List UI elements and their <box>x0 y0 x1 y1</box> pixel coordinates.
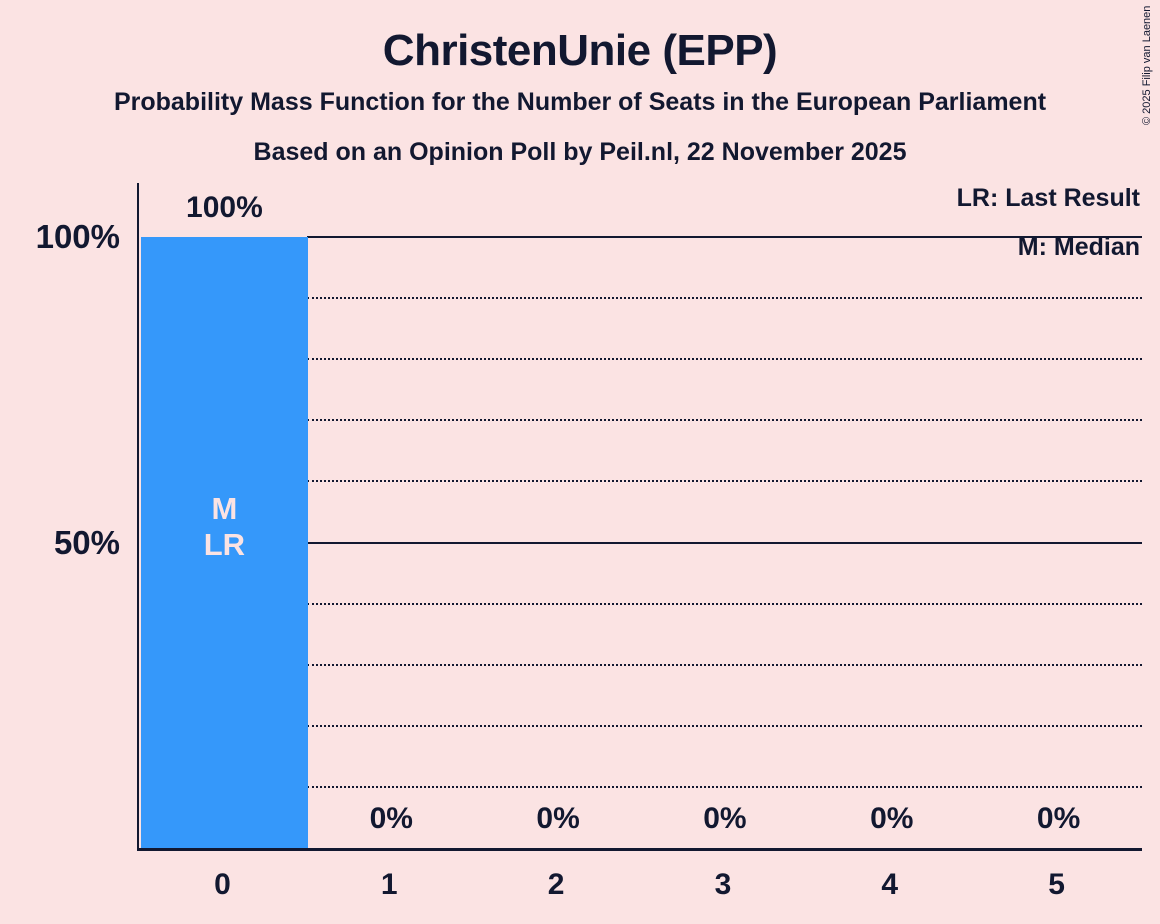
gridline-30pct <box>307 663 1142 666</box>
gridline-20pct <box>307 724 1142 727</box>
chart-legend: LR: Last Result M: Median <box>957 185 1140 261</box>
bar-annotation-line: M <box>211 491 238 527</box>
bar-median-last-result-label: M LR <box>141 491 308 563</box>
chart-subtitle: Probability Mass Function for the Number… <box>113 88 1047 116</box>
value-label-seats-0: 100% <box>186 191 263 224</box>
bar-annotation-line: LR <box>203 527 246 563</box>
value-label-seats-5: 0% <box>1036 802 1081 835</box>
gridline-40pct <box>307 602 1142 605</box>
page-title: ChristenUnie (EPP) <box>382 26 778 75</box>
chart-source-line: Based on an Opinion Poll by Peil.nl, 22 … <box>253 138 907 166</box>
x-tick-seats-3: 3 <box>714 868 732 901</box>
bar-seats-0: M LR <box>141 237 308 848</box>
gridline-80pct <box>307 358 1142 361</box>
value-label-seats-2: 0% <box>536 802 580 835</box>
gridline-90pct <box>307 297 1142 300</box>
y-tick-100pct: 100% <box>35 218 120 255</box>
x-tick-seats-5: 5 <box>1048 868 1065 901</box>
x-tick-seats-4: 4 <box>881 868 899 901</box>
gridline-10pct <box>307 785 1142 788</box>
gridline-50pct <box>307 541 1142 544</box>
x-tick-seats-1: 1 <box>380 868 398 901</box>
plot-area: M LR 100% 0% 0% 0% 0% 0% <box>137 183 1142 851</box>
gridline-60pct <box>307 480 1142 483</box>
legend-last-result: LR: Last Result <box>956 184 1140 212</box>
copyright-note: © 2025 Filip van Laenen <box>1141 5 1153 125</box>
value-label-seats-1: 0% <box>369 802 413 835</box>
value-label-seats-3: 0% <box>703 802 747 835</box>
value-label-seats-4: 0% <box>870 802 914 835</box>
legend-median: M: Median <box>1017 233 1140 261</box>
gridline-100pct <box>307 236 1142 238</box>
x-tick-seats-2: 2 <box>547 868 565 901</box>
y-tick-50pct: 50% <box>53 523 120 561</box>
gridline-70pct <box>307 419 1142 422</box>
x-tick-seats-0: 0 <box>214 868 231 901</box>
